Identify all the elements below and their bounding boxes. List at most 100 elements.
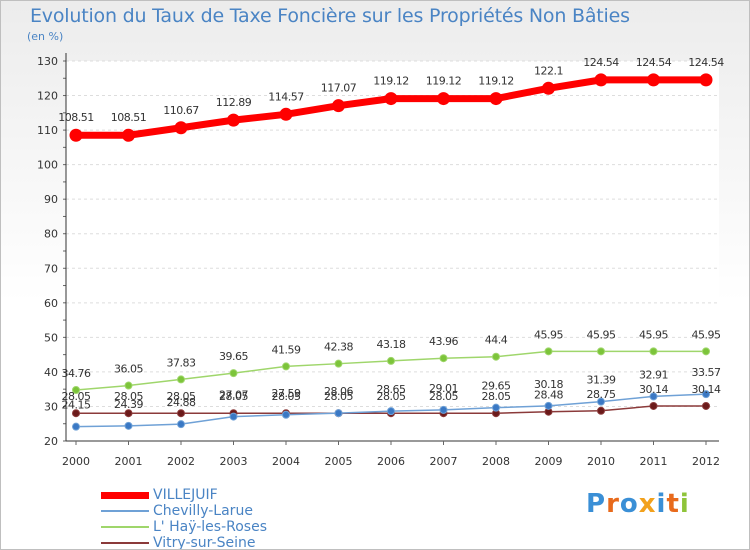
data-point [439, 354, 448, 363]
data-label: 112.89 [216, 96, 252, 109]
data-label: 43.96 [429, 335, 458, 348]
data-point [124, 381, 133, 390]
data-label: 45.95 [639, 328, 668, 341]
data-point [72, 386, 80, 395]
data-label: 28.05 [482, 390, 511, 403]
data-label: 29.65 [482, 380, 511, 393]
y-tick-label: 20 [44, 435, 58, 448]
legend-swatch [101, 526, 149, 528]
data-point [122, 128, 135, 142]
data-point [649, 392, 658, 401]
y-tick-label: 60 [44, 297, 58, 310]
x-tick-label: 2004 [272, 455, 300, 468]
data-label: 24.39 [114, 398, 143, 411]
data-label: 41.59 [272, 343, 301, 356]
y-tick-label: 90 [44, 193, 58, 206]
data-label: 28.05 [272, 390, 301, 403]
data-point [542, 81, 555, 95]
data-point [332, 99, 345, 113]
data-label: 43.18 [377, 338, 406, 351]
data-label: 42.38 [324, 341, 353, 354]
legend-item: VILLEJUIF [101, 487, 341, 503]
data-point [124, 421, 133, 430]
legend-item: Chevilly-Larue [101, 503, 341, 519]
data-point [177, 375, 185, 384]
legend-label: Chevilly-Larue [153, 503, 253, 519]
data-label: 24.15 [62, 399, 91, 412]
data-point [69, 128, 83, 142]
legend: VILLEJUIF Chevilly-Larue L' Haÿ-les-Roses V… [101, 487, 341, 550]
data-point [439, 405, 448, 414]
data-label: 108.51 [111, 111, 147, 124]
data-label: 32.91 [639, 368, 668, 381]
data-point [492, 352, 500, 361]
data-label: 28.05 [167, 390, 196, 403]
data-label: 34.76 [62, 367, 91, 380]
data-label: 28.65 [377, 383, 406, 396]
legend-item: L' Haÿ-les-Roses [101, 519, 341, 535]
data-label: 122.1 [534, 64, 563, 77]
data-point [384, 92, 398, 106]
legend-swatch [101, 492, 149, 499]
legend-label: Vitry-sur-Seine [153, 535, 256, 550]
y-tick-label: 70 [44, 262, 58, 275]
y-tick-label: 130 [37, 55, 58, 68]
x-tick-label: 2000 [62, 455, 90, 468]
data-label: 28.05 [114, 390, 143, 403]
x-tick-label: 2008 [482, 455, 510, 468]
data-point [282, 362, 290, 371]
data-point [177, 409, 185, 418]
y-tick-label: 100 [37, 159, 58, 172]
x-tick-label: 2007 [430, 455, 458, 468]
proxiti-logo: Proxiti [586, 489, 690, 519]
data-point [594, 73, 608, 87]
x-tick-label: 2005 [325, 455, 353, 468]
data-point [72, 409, 80, 418]
data-label: 124.54 [688, 56, 724, 69]
data-point [702, 401, 710, 410]
legend-label: VILLEJUIF [153, 487, 218, 503]
y-tick-label: 110 [37, 124, 58, 137]
y-tick-label: 80 [44, 228, 58, 241]
data-label: 108.51 [58, 111, 94, 124]
data-point [174, 121, 188, 135]
x-tick-label: 2006 [377, 455, 405, 468]
data-label: 119.12 [373, 75, 409, 88]
data-point [387, 356, 395, 365]
data-point [227, 113, 240, 127]
data-point [229, 412, 238, 421]
x-tick-label: 2011 [640, 455, 668, 468]
data-point [702, 390, 710, 399]
plot-area [66, 61, 719, 441]
data-label: 28.05 [219, 390, 248, 403]
x-tick-label: 2012 [692, 455, 720, 468]
y-tick-label: 50 [44, 331, 58, 344]
x-tick-label: 2001 [115, 455, 143, 468]
data-point [387, 407, 395, 416]
data-label: 28.05 [429, 390, 458, 403]
data-point [597, 347, 605, 356]
data-label: 119.12 [426, 75, 462, 88]
data-label: 30.14 [639, 383, 668, 396]
data-point [72, 422, 80, 431]
data-label: 31.39 [587, 374, 616, 387]
data-label: 37.83 [167, 356, 196, 369]
data-label: 28.06 [324, 385, 353, 398]
y-tick-label: 120 [37, 90, 58, 103]
data-point [597, 406, 605, 415]
data-label: 117.07 [321, 82, 357, 95]
data-point [229, 369, 238, 378]
data-label: 28.05 [324, 390, 353, 403]
data-label: 45.95 [587, 328, 616, 341]
data-point [647, 73, 660, 87]
data-label: 28.75 [587, 388, 616, 401]
data-point [544, 347, 553, 356]
data-label: 110.67 [163, 104, 199, 117]
data-label: 39.65 [219, 350, 248, 363]
data-point [597, 397, 605, 406]
data-point [177, 420, 185, 429]
data-point [489, 92, 503, 106]
data-label: 30.18 [534, 378, 563, 391]
x-tick-label: 2009 [535, 455, 563, 468]
